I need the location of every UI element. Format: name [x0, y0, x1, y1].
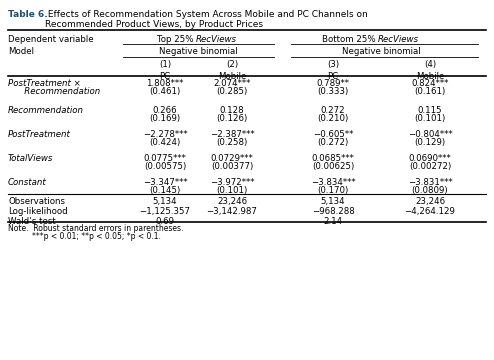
Text: (0.210): (0.210) [317, 114, 349, 123]
Text: −3,142.987: −3,142.987 [206, 207, 257, 216]
Text: 2.14: 2.14 [324, 217, 342, 226]
Text: Effects of Recommendation System Across Mobile and PC Channels on
Recommended Pr: Effects of Recommendation System Across … [45, 10, 368, 30]
Text: Dependent variable: Dependent variable [8, 35, 94, 44]
Text: 1.808***: 1.808*** [146, 79, 184, 88]
Text: −3.972***: −3.972*** [210, 178, 254, 187]
Text: −1,125.357: −1,125.357 [139, 207, 191, 216]
Text: Model: Model [8, 47, 34, 56]
Text: 0.0775***: 0.0775*** [144, 154, 186, 163]
Text: 5,134: 5,134 [321, 197, 345, 206]
Text: −0.804***: −0.804*** [408, 130, 453, 139]
Text: 0.69: 0.69 [156, 217, 174, 226]
Text: (0.424): (0.424) [149, 138, 181, 147]
Text: PostTreatment ×: PostTreatment × [8, 79, 81, 88]
Text: −4,264.129: −4,264.129 [405, 207, 455, 216]
Text: Constant: Constant [8, 178, 47, 187]
Text: Negative binomial: Negative binomial [342, 47, 421, 56]
Text: 0.115: 0.115 [418, 106, 442, 115]
Text: (0.285): (0.285) [216, 87, 247, 96]
Text: (3)
PC: (3) PC [327, 60, 339, 81]
Text: Wald’s test: Wald’s test [8, 217, 56, 226]
Text: (0.170): (0.170) [317, 186, 349, 195]
Text: 0.266: 0.266 [153, 106, 177, 115]
Text: (0.00377): (0.00377) [211, 162, 253, 171]
Text: 2.074***: 2.074*** [213, 79, 250, 88]
Text: −3.347***: −3.347*** [143, 178, 187, 187]
Text: PostTreatment: PostTreatment [8, 130, 71, 139]
Text: Bottom 25%: Bottom 25% [322, 35, 378, 44]
Text: Top 25%: Top 25% [157, 35, 196, 44]
Text: −2.278***: −2.278*** [143, 130, 187, 139]
Text: 0.128: 0.128 [220, 106, 245, 115]
Text: ***p < 0.01; **p < 0.05; *p < 0.1.: ***p < 0.01; **p < 0.05; *p < 0.1. [32, 232, 161, 241]
Text: (0.161): (0.161) [414, 87, 446, 96]
Text: (0.0809): (0.0809) [412, 186, 449, 195]
Text: −3.834***: −3.834*** [311, 178, 355, 187]
Text: (0.126): (0.126) [216, 114, 247, 123]
Text: Negative binomial: Negative binomial [159, 47, 238, 56]
Text: Log-likelihood: Log-likelihood [8, 207, 68, 216]
Text: −2.387***: −2.387*** [209, 130, 254, 139]
Text: (0.272): (0.272) [317, 138, 349, 147]
Text: (0.129): (0.129) [414, 138, 446, 147]
Text: 0.0690***: 0.0690*** [409, 154, 452, 163]
Text: Table 6.: Table 6. [8, 10, 47, 19]
Text: (0.00625): (0.00625) [312, 162, 354, 171]
Text: (0.00272): (0.00272) [409, 162, 451, 171]
Text: (2)
Mobile: (2) Mobile [218, 60, 246, 81]
Text: (0.101): (0.101) [414, 114, 446, 123]
Text: 23,246: 23,246 [217, 197, 247, 206]
Text: Recommendation: Recommendation [8, 106, 84, 115]
Text: Note.  Robust standard errors in parentheses.: Note. Robust standard errors in parenthe… [8, 224, 183, 233]
Text: Recommendation: Recommendation [16, 87, 100, 96]
Text: RecViews: RecViews [378, 35, 419, 44]
Text: 0.272: 0.272 [321, 106, 345, 115]
Text: TotalViews: TotalViews [8, 154, 53, 163]
Text: 0.0729***: 0.0729*** [210, 154, 253, 163]
Text: (0.145): (0.145) [149, 186, 181, 195]
Text: 0.789**: 0.789** [317, 79, 349, 88]
Text: 0.824***: 0.824*** [412, 79, 449, 88]
Text: (0.333): (0.333) [317, 87, 349, 96]
Text: (0.461): (0.461) [149, 87, 181, 96]
Text: RecViews: RecViews [196, 35, 237, 44]
Text: (0.169): (0.169) [150, 114, 181, 123]
Text: (0.00575): (0.00575) [144, 162, 186, 171]
Text: −3.831***: −3.831*** [408, 178, 453, 187]
Text: (0.101): (0.101) [216, 186, 247, 195]
Text: (0.258): (0.258) [216, 138, 247, 147]
Text: Observations: Observations [8, 197, 65, 206]
Text: −968.288: −968.288 [312, 207, 354, 216]
Text: 23,246: 23,246 [415, 197, 445, 206]
Text: 5,134: 5,134 [153, 197, 177, 206]
Text: (4)
Mobile: (4) Mobile [416, 60, 444, 81]
Text: 0.0685***: 0.0685*** [312, 154, 354, 163]
Text: −0.605**: −0.605** [313, 130, 353, 139]
Text: (1)
PC: (1) PC [159, 60, 171, 81]
